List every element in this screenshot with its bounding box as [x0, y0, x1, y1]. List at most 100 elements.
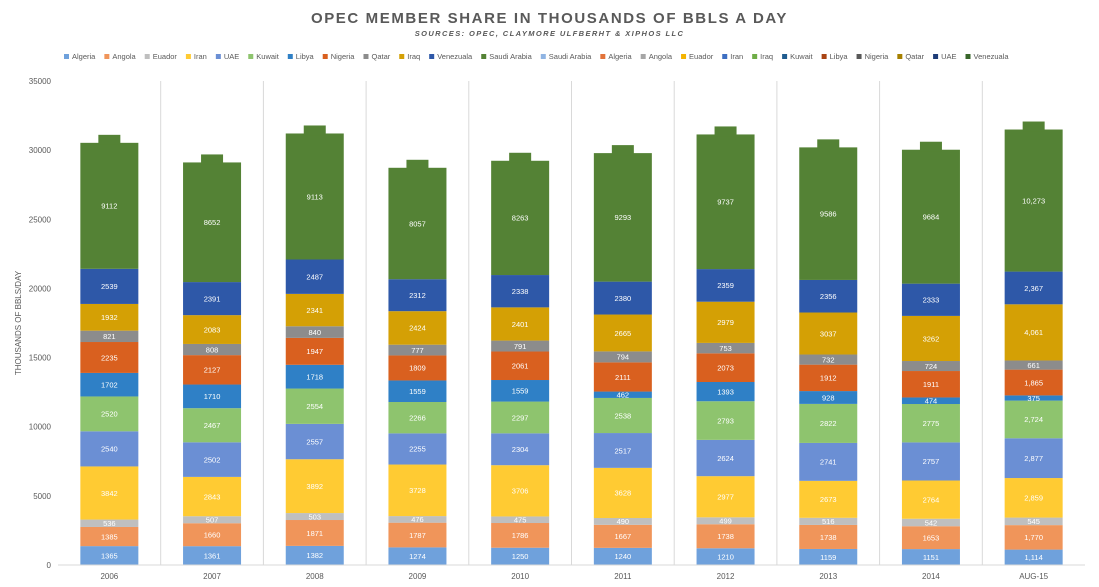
bar-angola-2014 [901, 526, 960, 550]
data-label-iran-2014: 2764 [923, 495, 940, 504]
data-label-venezuela-aug-15: 2,367 [1024, 284, 1043, 293]
bar-iran-2009 [388, 464, 447, 517]
legend-swatch-libya-19 [821, 54, 827, 59]
legend-swatch-angola-14 [640, 54, 646, 59]
bar-top-cap-2006 [98, 134, 121, 145]
legend-swatch-qatar-8 [363, 54, 369, 59]
bar-top-cap-2008 [303, 125, 326, 136]
legend-swatch-nigeria-7 [322, 54, 328, 59]
data-label-uae-2006: 2540 [101, 445, 118, 454]
bar-iraq-2014 [901, 315, 960, 362]
data-label-libya-2011: 462 [617, 391, 630, 400]
data-label-euador-2013: 516 [822, 517, 835, 526]
legend-label-iraq-9: Iraq [407, 52, 420, 61]
data-label-venezuela-2008: 2487 [306, 272, 323, 281]
data-label-nigeria-aug-15: 1,865 [1024, 378, 1043, 387]
bar-angola-2008 [285, 520, 344, 546]
bar-top-cap-2012 [714, 126, 737, 137]
data-label-uae-2013: 2741 [820, 458, 837, 467]
data-label-saudi-arabia-2013: 9586 [820, 209, 837, 218]
data-label-iraq-2009: 2424 [409, 324, 426, 333]
bar-iraq-2007 [183, 315, 242, 344]
bar-kuwait-2014 [901, 404, 960, 443]
legend-label-uae-22: UAE [941, 52, 956, 61]
x-tick-label-aug-15: AUG-15 [1019, 572, 1048, 581]
data-label-saudi-arabia-2008: 9113 [307, 192, 323, 201]
data-label-kuwait-2009: 2266 [409, 413, 426, 422]
bar-euador-2006 [80, 519, 139, 527]
bar-nigeria-2013 [799, 364, 858, 392]
data-label-libya-aug-15: 375 [1027, 394, 1040, 403]
bar-iraq-2012 [696, 301, 755, 343]
data-label-angola-aug-15: 1,770 [1024, 533, 1043, 542]
legend-swatch-saudi-arabia-11 [481, 54, 487, 59]
data-label-nigeria-2012: 2073 [717, 363, 734, 372]
data-label-saudi-arabia-2012: 9737 [717, 198, 734, 207]
data-label-euador-2009: 476 [411, 515, 424, 524]
data-label-euador-2007: 507 [206, 516, 219, 525]
data-label-libya-2012: 1393 [717, 387, 734, 396]
data-label-iraq-2014: 3262 [923, 334, 940, 343]
bar-uae-2011 [593, 433, 652, 468]
x-tick-label-2010: 2010 [511, 572, 529, 581]
data-label-uae-2009: 2255 [409, 445, 426, 454]
data-label-uae-2008: 2557 [306, 437, 323, 446]
y-axis-title: THOUSANDS OF BBLS/DAY [14, 270, 23, 375]
data-label-iran-2009: 3728 [409, 486, 426, 495]
bar-iran-2014 [901, 480, 960, 519]
legend-label-kuwait-18: Kuwait [790, 52, 813, 61]
bar-iran-2012 [696, 476, 755, 518]
bar-venezuela-2011 [593, 281, 652, 315]
bar-kuwait-2009 [388, 402, 447, 434]
data-label-kuwait-2007: 2467 [204, 421, 221, 430]
data-label-qatar-2011: 794 [617, 353, 630, 362]
data-label-nigeria-2009: 1809 [409, 364, 426, 373]
bar-saudi-arabia-2012 [696, 134, 755, 270]
bar-algeria-2006 [80, 546, 139, 565]
data-label-saudi-arabia-2014: 9684 [923, 212, 940, 221]
bar-uae-2014 [901, 442, 960, 481]
legend-swatch-angola-1 [104, 54, 110, 59]
bar-algeria-2009 [388, 547, 447, 565]
data-label-algeria-2013: 1159 [820, 553, 836, 562]
data-label-angola-2007: 1660 [204, 531, 221, 540]
bar-libya-2010 [491, 380, 550, 402]
x-tick-label-2008: 2008 [306, 572, 324, 581]
data-label-saudi-arabia-2006: 9112 [101, 202, 117, 211]
legend-label-iran-3: Iran [194, 52, 207, 61]
bar-algeria-2014 [901, 549, 960, 565]
legend-swatch-nigeria-20 [856, 54, 862, 59]
data-label-venezuela-2014: 2333 [923, 296, 940, 305]
data-label-euador-2006: 536 [103, 519, 116, 528]
legend-swatch-euador-15 [681, 54, 687, 59]
bar-algeria-aug-15 [1004, 549, 1063, 565]
data-label-nigeria-2011: 2111 [615, 373, 631, 382]
bar-qatar-2008 [285, 326, 344, 338]
legend-swatch-uae-4 [215, 54, 221, 59]
bar-algeria-2010 [491, 547, 550, 565]
y-tick-label-7: 35000 [29, 77, 52, 86]
bar-iraq-aug-15 [1004, 304, 1063, 361]
data-label-libya-2008: 1718 [306, 372, 323, 381]
data-label-venezuela-2006: 2539 [101, 282, 118, 291]
bar-iran-2007 [183, 476, 242, 517]
legend-swatch-algeria-13 [600, 54, 606, 59]
bar-iran-2013 [799, 480, 858, 518]
data-label-libya-2007: 1710 [204, 392, 221, 401]
bar-uae-2010 [491, 433, 550, 466]
legend-label-uae-4: UAE [224, 52, 239, 61]
data-label-libya-2013: 928 [822, 393, 835, 402]
x-tick-label-2011: 2011 [614, 572, 632, 581]
data-label-algeria-2010: 1250 [512, 552, 529, 561]
legend-swatch-iran-3 [185, 54, 191, 59]
legend-label-algeria-0: Algeria [72, 52, 96, 61]
bar-kuwait-2007 [183, 408, 242, 443]
x-tick-label-2009: 2009 [409, 572, 427, 581]
bar-libya-2007 [183, 384, 242, 409]
legend-label-angola-1: Angola [112, 52, 136, 61]
bar-top-cap-2007 [201, 154, 224, 165]
legend-label-iraq-17: Iraq [760, 52, 773, 61]
data-label-iraq-2012: 2979 [717, 318, 734, 327]
data-label-euador-2008: 503 [308, 512, 321, 521]
